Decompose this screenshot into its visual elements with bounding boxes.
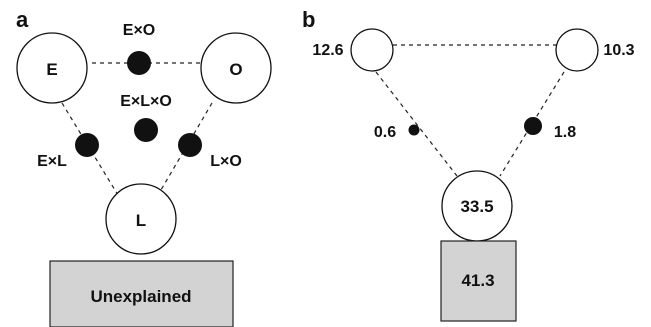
circle-e bbox=[16, 32, 88, 104]
dot-left-value: 0.6 bbox=[374, 124, 396, 141]
panel-a: a E O L E×O E×L×O E×L L×O Unexplained bbox=[16, 7, 272, 327]
dot-e-x-o-label: E×O bbox=[123, 22, 155, 39]
o-l-connector bbox=[157, 102, 213, 196]
dot-l-x-o bbox=[178, 133, 202, 157]
dot-e-x-l-x-o-label: E×L×O bbox=[120, 93, 172, 110]
dot-e-x-l-x-o bbox=[134, 118, 158, 142]
circle-bottom-value: 33.5 bbox=[460, 197, 493, 216]
dot-left bbox=[408, 124, 420, 136]
e-l-connector bbox=[61, 102, 119, 196]
left-connector bbox=[375, 71, 458, 177]
residual-box-value: 41.3 bbox=[461, 271, 494, 290]
panel-b-label: b bbox=[302, 7, 315, 32]
unexplained-box bbox=[49, 260, 234, 327]
dot-e-x-l-label: E×L bbox=[37, 153, 67, 170]
dot-e-x-o bbox=[127, 51, 151, 75]
circle-o bbox=[200, 32, 272, 104]
dot-right-value: 1.8 bbox=[554, 124, 576, 141]
circle-e-label: E bbox=[46, 60, 57, 79]
dot-right bbox=[524, 117, 542, 135]
panel-a-label: a bbox=[16, 7, 29, 32]
dot-l-x-o-label: L×O bbox=[210, 153, 242, 170]
panel-b: b 12.6 10.3 33.5 0.6 1.8 41.3 bbox=[302, 7, 635, 322]
unexplained-label: Unexplained bbox=[90, 287, 191, 306]
circle-top-left-value: 12.6 bbox=[312, 42, 343, 59]
dot-e-x-l bbox=[75, 133, 99, 157]
circle-l-label: L bbox=[136, 211, 146, 230]
circle-l bbox=[105, 183, 177, 255]
circle-top-right-value: 10.3 bbox=[603, 42, 634, 59]
circle-o-label: O bbox=[229, 60, 242, 79]
circle-top-left bbox=[350, 28, 394, 72]
circle-top-right bbox=[555, 28, 599, 72]
residual-box bbox=[440, 240, 517, 322]
